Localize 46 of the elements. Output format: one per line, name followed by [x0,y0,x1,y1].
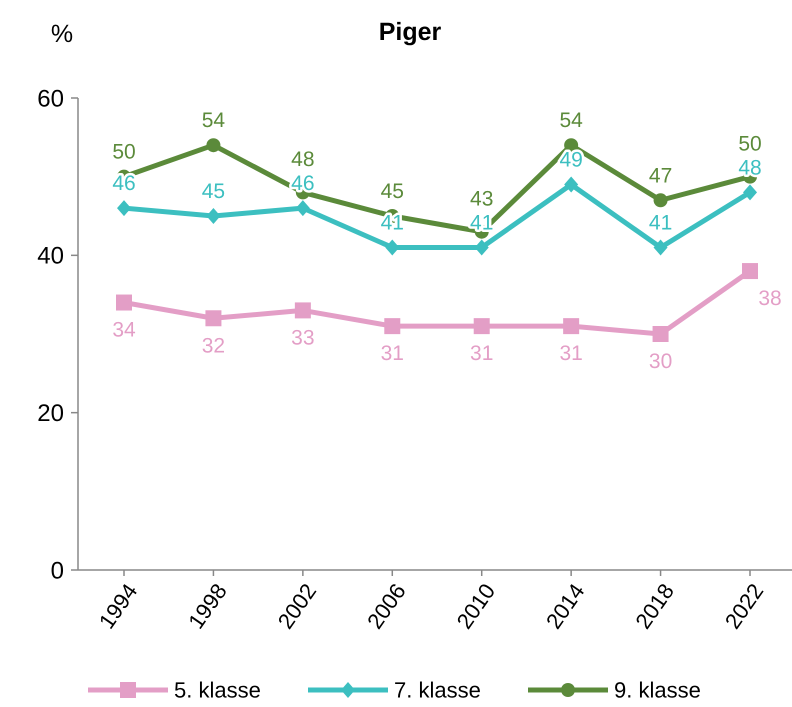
y-tick-label: 20 [37,400,64,428]
point [206,138,220,152]
point [564,176,578,193]
data-label: 50 [738,132,762,156]
chart-title: Piger [378,18,442,46]
legend-label: 9. klasse [614,678,701,703]
point [117,200,131,216]
data-label: 30 [648,350,672,373]
data-label: 31 [559,342,583,366]
point [116,294,132,311]
legend-label: 7. klasse [394,678,481,703]
point [294,302,311,318]
data-label: 34 [112,318,136,342]
y-tick-label: 0 [50,557,64,584]
point [743,184,757,200]
data-label: 43 [470,187,494,210]
data-label: 48 [291,148,315,172]
data-label: 41 [648,211,672,234]
y-tick-label: 60 [37,85,64,112]
legend-label: 5. klasse [174,678,261,703]
point [384,318,400,334]
data-label: 46 [112,172,136,196]
point [296,200,310,216]
point [742,263,758,280]
data-label: 49 [559,148,583,172]
data-label: 31 [380,342,404,366]
point [563,318,580,334]
data-label: 32 [202,334,226,358]
data-label: 48 [738,156,762,180]
data-label: 45 [202,180,226,203]
data-label: 50 [112,140,136,164]
point [652,326,669,342]
data-label: 31 [470,342,494,366]
data-label: 54 [202,109,226,132]
data-label: 33 [291,326,315,350]
point [654,193,668,208]
point [474,318,490,334]
y-axis-title: % [50,20,74,48]
point [654,239,668,256]
y-tick-label: 40 [37,242,64,270]
data-label: 47 [648,164,672,188]
data-label: 45 [380,180,404,203]
point [206,208,220,224]
data-label: 38 [758,287,782,310]
point [205,310,222,326]
data-label: 54 [559,109,584,132]
